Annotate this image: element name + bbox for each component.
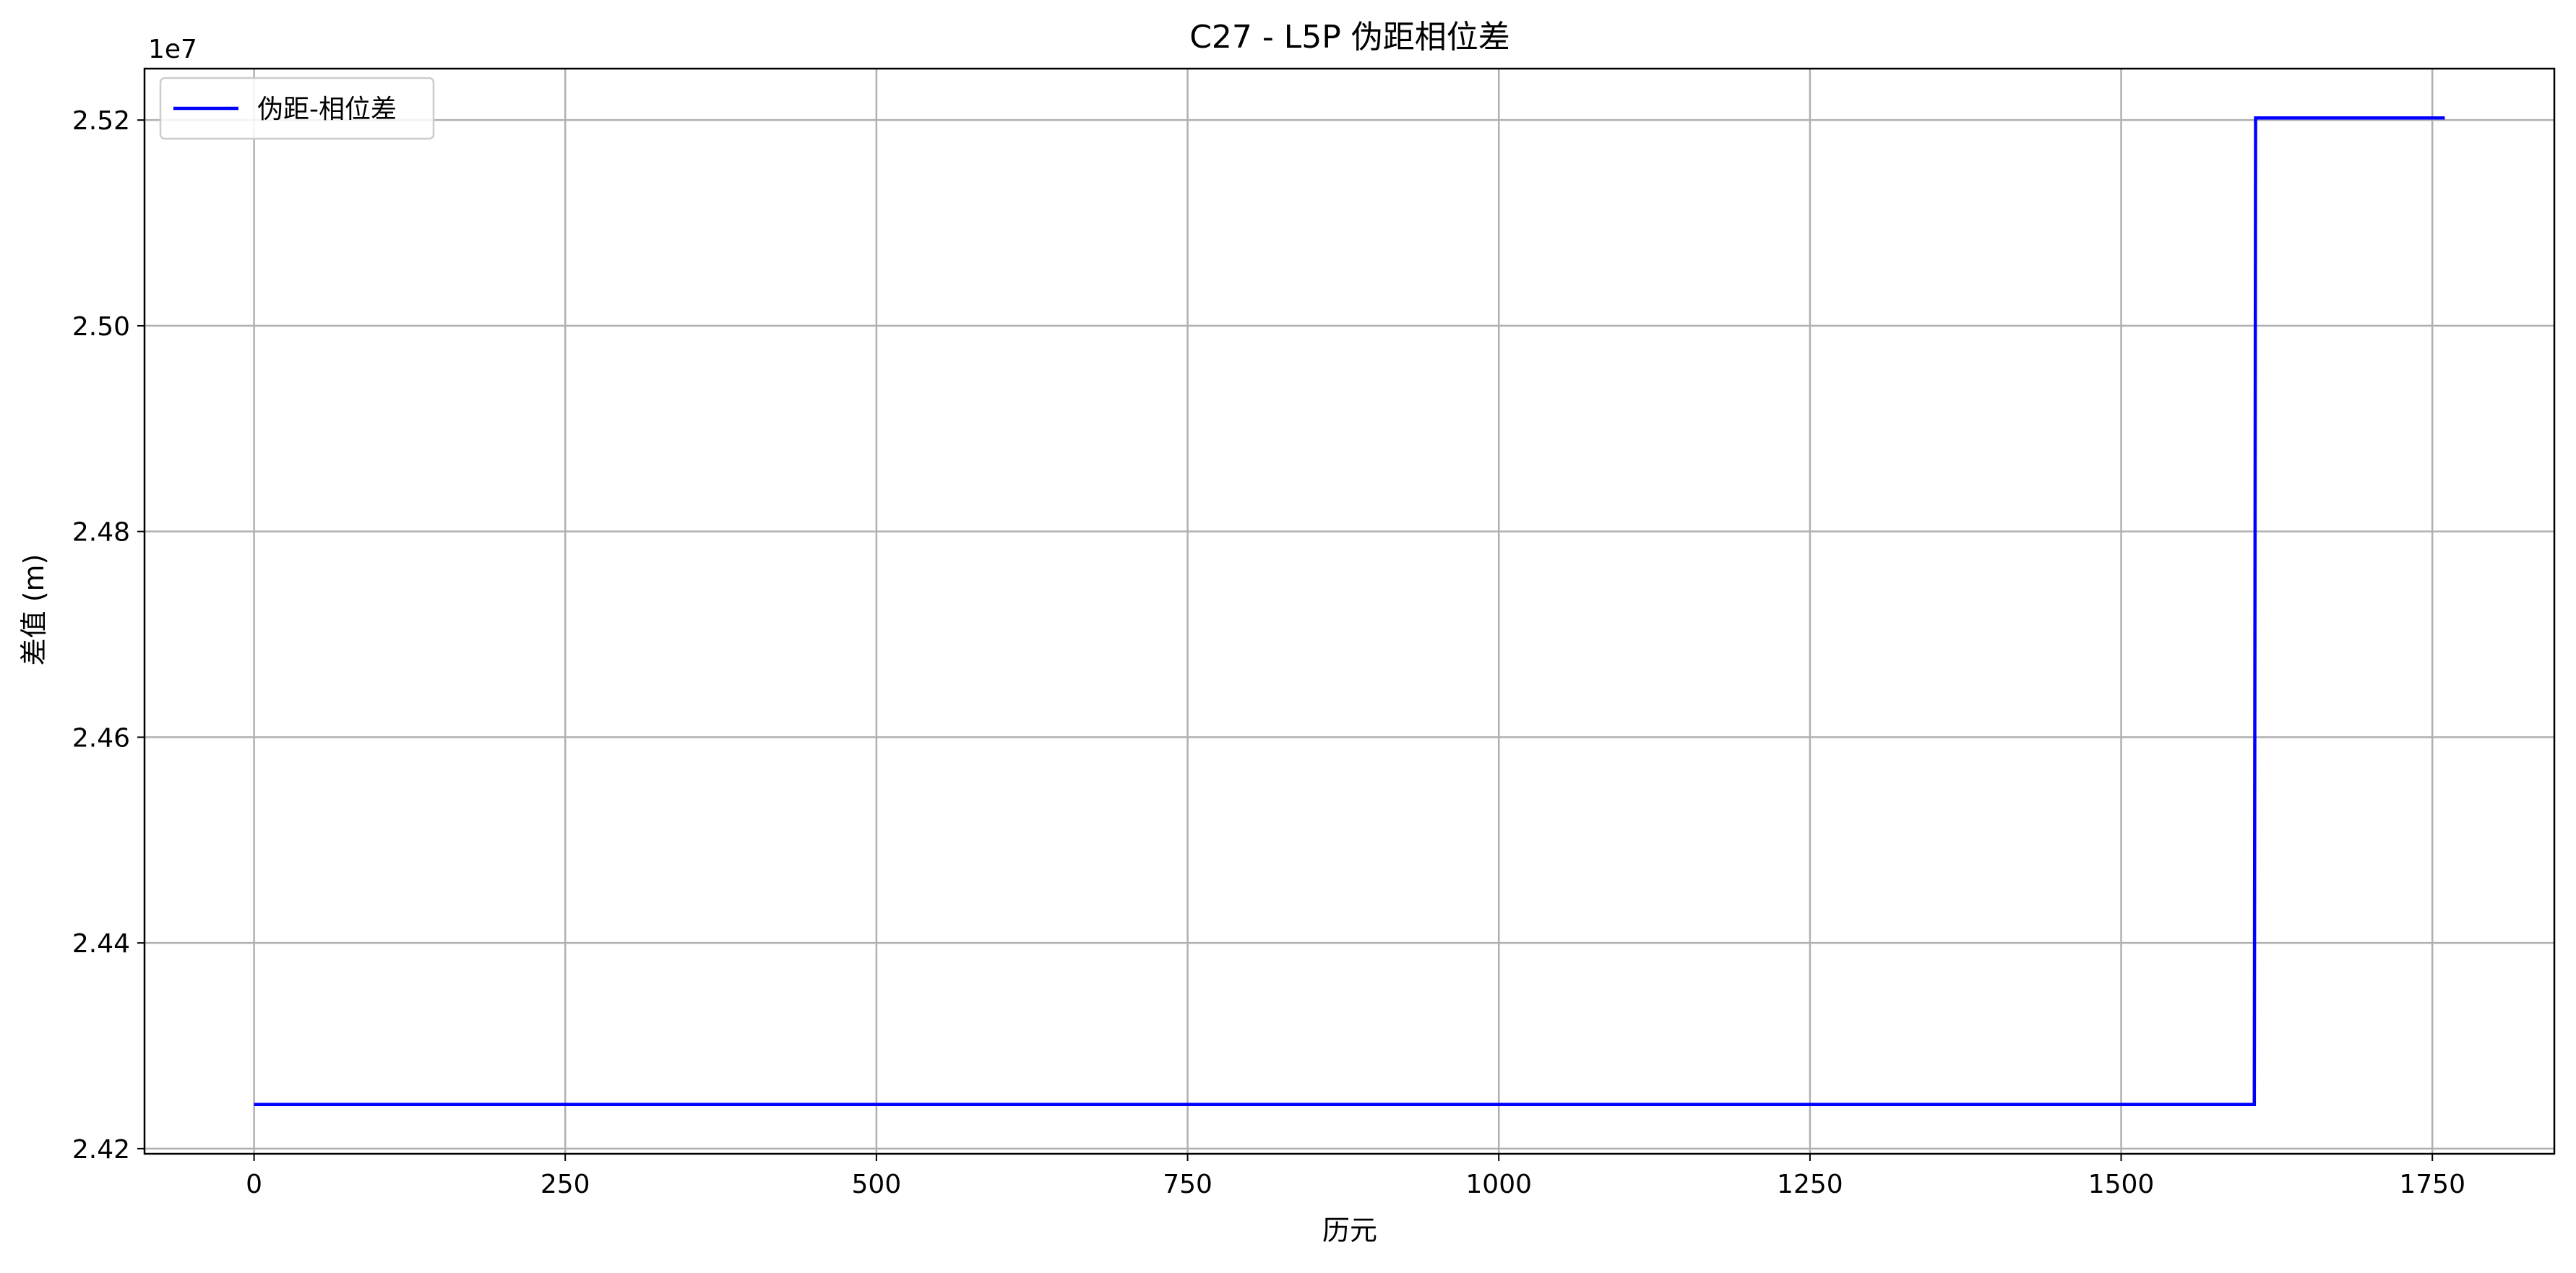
ticks-layer: 0 250 500 750 1000 1250 1500 1750 2.42 2.44 2.46 2.…	[72, 106, 2465, 1199]
y-tick-label: 2.48	[72, 518, 130, 548]
x-tick-label: 1750	[2399, 1170, 2465, 1199]
x-tick-label: 250	[540, 1170, 590, 1199]
x-tick-label: 500	[852, 1170, 902, 1199]
series-line	[254, 116, 2445, 1106]
y-axis-label: 差值 (m)	[18, 554, 50, 666]
grid-layer	[145, 69, 2554, 1154]
y-tick-label: 2.46	[72, 723, 130, 753]
y-tick-label: 2.44	[72, 929, 130, 959]
x-tick-label: 1500	[2088, 1170, 2155, 1199]
x-tick-label: 0	[246, 1170, 262, 1199]
x-tick-label: 1250	[1777, 1170, 1843, 1199]
legend-label: 伪距-相位差	[257, 95, 397, 124]
legend: 伪距-相位差	[159, 77, 435, 140]
y-tick-label: 2.52	[72, 106, 130, 136]
y-tick-label: 2.50	[72, 312, 130, 342]
plot-area-frame	[143, 67, 2556, 1155]
x-axis-label: 历元	[1322, 1214, 1377, 1246]
x-tick-label: 1000	[1465, 1170, 1532, 1199]
y-tick-label: 2.42	[72, 1135, 130, 1165]
chart-title: C27 - L5P 伪距相位差	[1189, 19, 1510, 56]
y-axis-offset-label: 1e7	[148, 35, 197, 64]
series-layer	[254, 116, 2445, 1106]
x-tick-label: 750	[1163, 1170, 1212, 1199]
legend-box	[159, 77, 435, 140]
